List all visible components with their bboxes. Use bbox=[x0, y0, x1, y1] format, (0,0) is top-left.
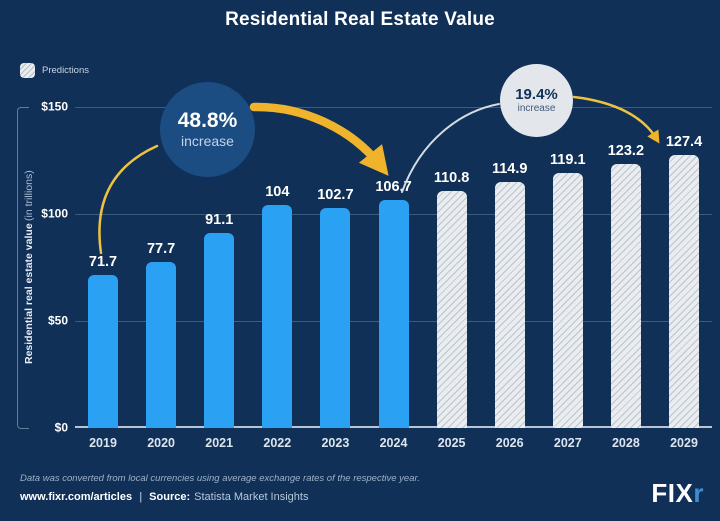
bar-value-2023: 102.7 bbox=[317, 187, 354, 203]
bar-value-2021: 91.1 bbox=[205, 212, 234, 228]
bar-value-2022: 104 bbox=[265, 184, 290, 200]
bar-2021 bbox=[204, 233, 235, 428]
annotation-circle-19-4-increase: 19.4% increase bbox=[500, 64, 573, 137]
chart-plot-area: $150 $100 $50 $0 71.7 77.7 91.1 104 102.7 106.7 11… bbox=[0, 100, 720, 435]
footer-divider: | bbox=[139, 491, 143, 503]
bar-2022 bbox=[262, 205, 293, 428]
bar-value-2020: 77.7 bbox=[146, 241, 176, 257]
bar-2029 bbox=[669, 155, 699, 428]
x-tick-2023: 2023 bbox=[321, 436, 350, 450]
footer-source-label: Source: bbox=[149, 491, 191, 503]
footer-note: Data was converted from local currencies… bbox=[20, 473, 420, 484]
annotation-caption: increase bbox=[181, 132, 234, 149]
fixr-logo-text: FIX bbox=[651, 478, 694, 508]
bar-value-2027: 119.1 bbox=[550, 152, 586, 168]
footer-url-link[interactable]: www.fixr.com/articles bbox=[20, 491, 133, 503]
annotation-percent: 19.4% bbox=[515, 85, 558, 103]
legend-label: Predictions bbox=[42, 65, 89, 76]
bar-2020 bbox=[146, 262, 177, 428]
bar-2019 bbox=[88, 275, 118, 428]
bar-value-2028: 123.2 bbox=[607, 143, 645, 159]
bar-value-2019: 71.7 bbox=[88, 254, 118, 270]
y-tick-0: $0 bbox=[54, 420, 68, 435]
predictions-swatch-icon bbox=[20, 63, 35, 78]
y-tick-50: $50 bbox=[47, 313, 68, 328]
page-title: Residential Real Estate Value bbox=[225, 9, 495, 30]
x-tick-2021: 2021 bbox=[205, 436, 234, 450]
bar-2028 bbox=[610, 164, 641, 428]
bar-value-2026: 114.9 bbox=[491, 161, 528, 177]
footer-source-line: www.fixr.com/articles | Source: Statista… bbox=[20, 491, 308, 503]
footer-source-value: Statista Market Insights bbox=[194, 491, 309, 503]
legend: Predictions bbox=[20, 63, 89, 78]
x-tick-2026: 2026 bbox=[495, 436, 524, 450]
x-tick-2029: 2029 bbox=[670, 436, 698, 450]
annotation-percent: 48.8% bbox=[177, 109, 238, 133]
bar-value-2029: 127.4 bbox=[665, 134, 703, 150]
x-tick-2022: 2022 bbox=[263, 436, 292, 450]
y-tick-150: $150 bbox=[41, 99, 68, 114]
bar-2026 bbox=[494, 182, 525, 428]
bar-2027 bbox=[552, 173, 583, 428]
y-tick-100: $100 bbox=[41, 206, 68, 221]
bar-2023 bbox=[320, 208, 351, 428]
x-tick-2019: 2019 bbox=[89, 436, 117, 450]
y-axis-bracket bbox=[17, 107, 29, 429]
x-tick-2027: 2027 bbox=[553, 436, 582, 450]
x-tick-2024: 2024 bbox=[379, 436, 408, 450]
annotation-circle-48-8-increase: 48.8% increase bbox=[160, 82, 255, 177]
bar-value-2025: 110.8 bbox=[433, 170, 470, 186]
bar-2025 bbox=[436, 191, 467, 428]
x-tick-2025: 2025 bbox=[437, 436, 466, 450]
fixr-logo: FIXr bbox=[651, 478, 704, 509]
x-tick-2028: 2028 bbox=[611, 436, 640, 450]
gridline-150 bbox=[75, 107, 712, 108]
x-tick-2020: 2020 bbox=[147, 436, 175, 450]
annotation-caption: increase bbox=[517, 103, 556, 115]
fixr-logo-accent: r bbox=[693, 478, 704, 508]
bar-2024 bbox=[378, 200, 409, 428]
bar-value-2024: 106.7 bbox=[375, 179, 412, 195]
